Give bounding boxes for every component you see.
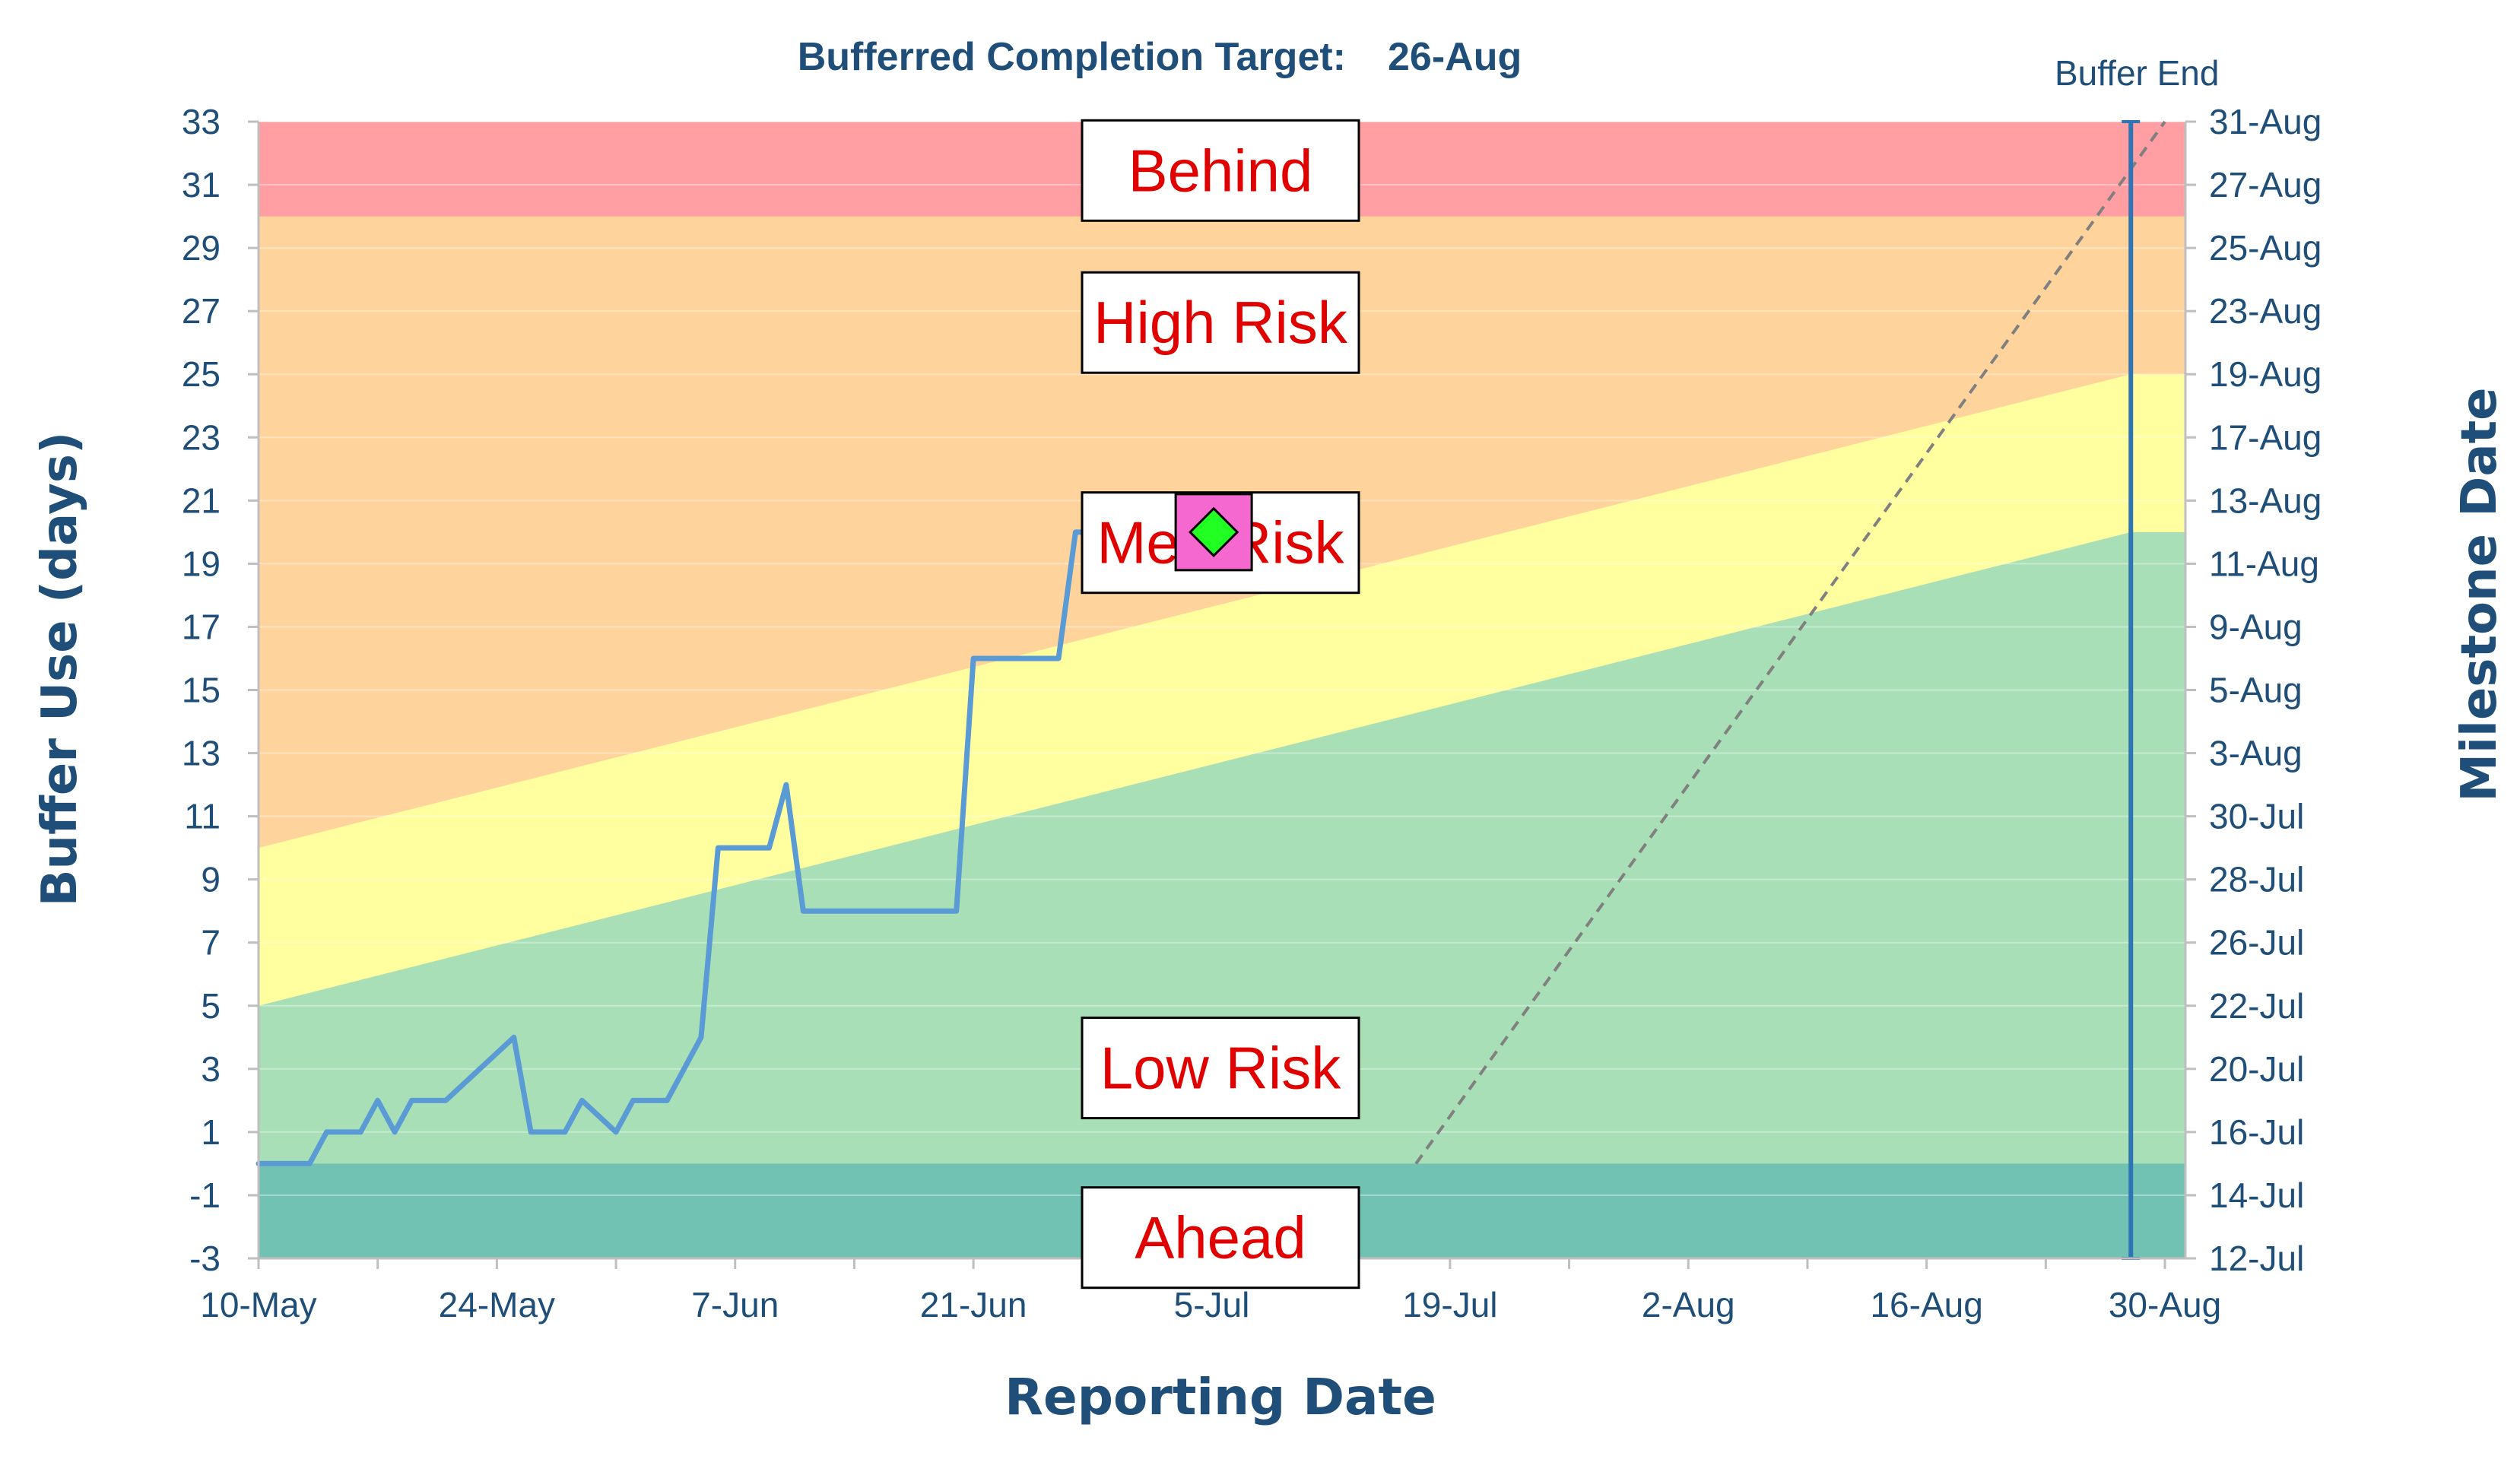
y2-tick-label: 14-Jul	[2209, 1175, 2304, 1215]
y2-tick-label: 31-Aug	[2209, 102, 2322, 141]
y-tick-label: 3	[201, 1049, 221, 1089]
y-tick-label: 33	[182, 102, 221, 141]
y2-axis-ticks: 31-Aug 27-Aug 25-Aug 23-Aug 19-Aug 17-Aug 13-A…	[2185, 102, 2322, 1278]
series-line	[255, 529, 1198, 1166]
x-tick-label: 24-May	[439, 1285, 555, 1324]
y2-tick-label: 27-Aug	[2209, 165, 2322, 205]
buffer-use-series	[255, 529, 1198, 1166]
y-tick-label: 7	[201, 923, 221, 963]
chart-title-value: 26-Aug	[1388, 35, 1522, 79]
zone-label-ahead: Ahead	[1135, 1204, 1306, 1271]
y-tick-label: 5	[201, 986, 221, 1026]
x-axis-title: Reporting Date	[1005, 1368, 1436, 1426]
y2-tick-label: 20-Jul	[2209, 1049, 2304, 1089]
y-tick-label: -3	[189, 1239, 221, 1278]
current-status-marker	[1174, 493, 1253, 572]
buffer-end-label: Buffer End	[2055, 53, 2220, 93]
chart-title-label: Bufferred Completion Target:	[798, 35, 1346, 79]
y2-axis-title: Milestone Date	[2452, 387, 2508, 801]
y-tick-label: 13	[182, 734, 221, 773]
y2-tick-label: 9-Aug	[2209, 607, 2303, 646]
trend-line-path	[1414, 120, 2166, 1165]
y2-tick-label: 30-Jul	[2209, 797, 2304, 836]
y-tick-label: 25	[182, 354, 221, 394]
x-axis-ticks: 10-May 24-May 7-Jun 21-Jun 5-Jul 19-Jul 2-Aug 1…	[200, 1258, 2221, 1324]
x-tick-label: 5-Jul	[1174, 1285, 1250, 1324]
y2-tick-label: 12-Jul	[2209, 1239, 2304, 1278]
marker-diamond	[1188, 506, 1239, 557]
zone-label-behind: Behind	[1128, 137, 1313, 204]
y-tick-label: 9	[201, 860, 221, 899]
y2-tick-label: 17-Aug	[2209, 417, 2322, 457]
x-tick-label: 2-Aug	[1642, 1285, 1735, 1324]
y-tick-label: 29	[182, 228, 221, 268]
x-tick-label: 21-Jun	[920, 1285, 1027, 1324]
y2-tick-label: 26-Jul	[2209, 923, 2304, 963]
y-tick-label: 15	[182, 671, 221, 710]
zone-label-box-high-risk	[1081, 271, 1360, 374]
zone-label-low-risk: Low Risk	[1100, 1035, 1341, 1102]
x-tick-label: 30-Aug	[2109, 1285, 2221, 1324]
zone-low-risk	[259, 531, 2185, 1258]
x-tick-label: 7-Jun	[691, 1285, 779, 1324]
zone-label-high-risk: High Risk	[1093, 289, 1348, 356]
y-tick-label: 17	[182, 607, 221, 646]
zone-label-box-low-risk	[1081, 1017, 1360, 1120]
y-tick-label: 21	[182, 481, 221, 520]
y2-tick-label: 3-Aug	[2209, 734, 2303, 773]
y-tick-label: 19	[182, 544, 221, 583]
y2-tick-label: 16-Jul	[2209, 1112, 2304, 1152]
x-tick-label: 10-May	[200, 1285, 316, 1324]
trend-line	[1414, 120, 2166, 1165]
y2-tick-label: 19-Aug	[2209, 354, 2322, 394]
y2-tick-label: 23-Aug	[2209, 291, 2322, 331]
y2-tick-label: 13-Aug	[2209, 481, 2322, 520]
zone-label-box-ahead	[1081, 1186, 1360, 1290]
x-tick-label: 16-Aug	[1870, 1285, 1982, 1324]
y-tick-label: 31	[182, 165, 221, 205]
y2-tick-label: 11-Aug	[2209, 544, 2319, 583]
y2-tick-label: 22-Jul	[2209, 986, 2304, 1026]
zone-label-box-behind	[1081, 119, 1360, 222]
x-tick-label: 19-Jul	[1402, 1285, 1497, 1324]
y-tick-label: 23	[182, 417, 221, 457]
y2-tick-label: 5-Aug	[2209, 671, 2303, 710]
y-tick-label: -1	[189, 1175, 221, 1215]
y-tick-label: 27	[182, 291, 221, 331]
buffer-end-line: Buffer End	[2055, 53, 2220, 1260]
y2-tick-label: 28-Jul	[2209, 860, 2304, 899]
y-axis-title: Buffer Use (days)	[32, 432, 88, 907]
y-tick-label: 1	[201, 1112, 221, 1152]
y-tick-label: 11	[184, 797, 221, 836]
y2-tick-label: 25-Aug	[2209, 228, 2322, 268]
